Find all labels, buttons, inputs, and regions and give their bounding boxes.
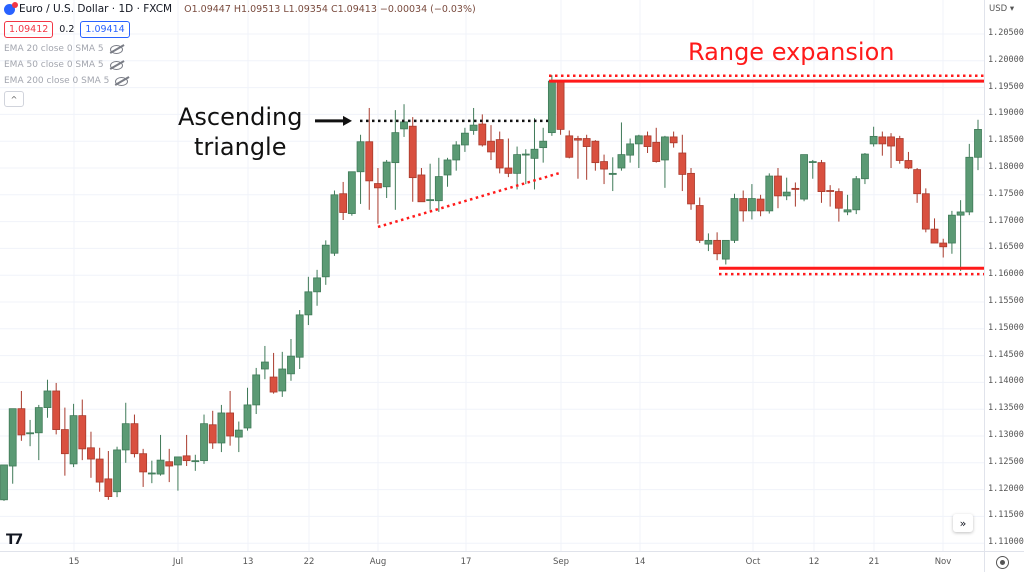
symbol-row: Euro / U.S. Dollar · 1D · FXCM O1.09447 …	[4, 1, 476, 15]
time-tick: 13	[242, 557, 254, 567]
time-tick: Aug	[369, 557, 387, 567]
time-tick: 14	[634, 557, 646, 567]
ascending-triangle-label: Ascending triangle	[178, 102, 302, 162]
ohlc-values: O1.09447 H1.09513 L1.09354 C1.09413 −0.0…	[184, 3, 476, 15]
currency-selector[interactable]: USD ▾	[989, 4, 1015, 14]
axis-settings-icon[interactable]	[996, 556, 1009, 569]
hidden-eye-icon[interactable]	[109, 60, 123, 70]
chevron-up-icon: ^	[10, 94, 18, 104]
time-tick: 12	[808, 557, 820, 567]
double-chevron-right-icon: »	[959, 516, 967, 530]
price-tick: 1.15000	[988, 322, 1024, 333]
hidden-eye-icon[interactable]	[109, 44, 123, 54]
price-tick: 1.18000	[988, 162, 1024, 172]
range-expansion-label: Range expansion	[688, 38, 895, 66]
time-tick: Jul	[172, 557, 184, 567]
time-tick: Oct	[745, 557, 761, 567]
time-tick: 22	[303, 557, 315, 567]
indicator-label: EMA 20 close 0 SMA 5	[4, 44, 104, 54]
indicator-ema20[interactable]: EMA 20 close 0 SMA 5	[4, 44, 476, 54]
spread-value: 0.2	[59, 24, 75, 35]
time-tick: Nov	[934, 557, 952, 567]
ascending-label-line1: Ascending	[178, 103, 303, 131]
price-tick: 1.18500	[988, 135, 1024, 146]
price-tick: 1.19500	[988, 81, 1024, 92]
indicator-ema50[interactable]: EMA 50 close 0 SMA 5	[4, 60, 476, 70]
price-tick: 1.17000	[988, 215, 1024, 226]
price-tick: 1.16000	[988, 269, 1024, 280]
drawing-overlays	[315, 74, 985, 276]
ascending-label-line2: triangle	[193, 133, 287, 161]
bid-ask-row: 1.09412 0.2 1.09414	[4, 21, 476, 38]
buy-price-button[interactable]: 1.09414	[80, 21, 130, 38]
price-tick: 1.12000	[988, 483, 1024, 494]
eurusd-flag-icon	[4, 1, 18, 15]
time-tick: 15	[68, 557, 80, 567]
collapse-legend-button[interactable]: ^	[4, 91, 24, 107]
price-tick: 1.15500	[988, 296, 1024, 306]
price-tick: 1.19000	[988, 108, 1024, 119]
chart-grid	[0, 0, 984, 551]
time-tick: Sep	[552, 557, 570, 567]
time-tick: 17	[460, 557, 472, 567]
price-tick: 1.11500	[988, 510, 1024, 521]
indicator-ema200[interactable]: EMA 200 close 0 SMA 5	[4, 76, 476, 86]
price-tick: 1.20500	[988, 28, 1024, 38]
hidden-eye-icon[interactable]	[115, 76, 129, 86]
price-tick: 1.13500	[988, 403, 1024, 414]
price-tick: 1.12500	[988, 456, 1024, 467]
indicator-label: EMA 50 close 0 SMA 5	[4, 60, 104, 70]
indicator-label: EMA 200 close 0 SMA 5	[4, 76, 110, 86]
candlestick-series	[0, 75, 982, 501]
price-tick: 1.20000	[988, 54, 1024, 65]
price-tick: 1.11000	[988, 537, 1024, 548]
sell-price-button[interactable]: 1.09412	[4, 21, 54, 38]
price-tick: 1.14500	[988, 349, 1024, 360]
price-tick: 1.14000	[988, 376, 1024, 387]
chart-legend: Euro / U.S. Dollar · 1D · FXCM O1.09447 …	[4, 1, 476, 107]
symbol-title[interactable]: Euro / U.S. Dollar · 1D · FXCM	[19, 3, 173, 15]
tradingview-logo[interactable]: T7	[6, 532, 23, 548]
price-tick: 1.17500	[988, 188, 1024, 199]
price-tick: 1.16500	[988, 242, 1024, 253]
price-tick: 1.13000	[988, 430, 1024, 440]
time-tick: 21	[868, 557, 880, 567]
scroll-to-realtime-button[interactable]: »	[953, 514, 973, 532]
